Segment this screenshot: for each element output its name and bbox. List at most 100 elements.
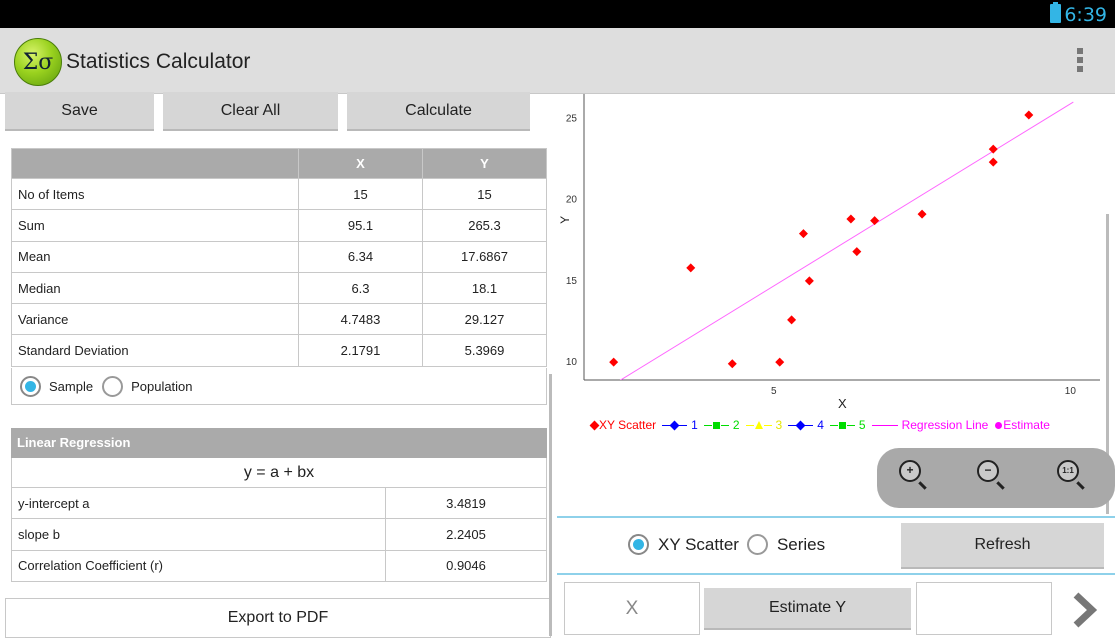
series-radio[interactable] bbox=[746, 534, 768, 555]
stats-header-x: X bbox=[298, 148, 423, 179]
row-label: Sum bbox=[11, 209, 299, 242]
y-tick-label: 25 bbox=[566, 113, 578, 124]
row-x-value: 6.3 bbox=[298, 271, 423, 305]
battery-icon bbox=[1050, 2, 1061, 23]
scatter-point bbox=[686, 263, 696, 273]
scatter-point bbox=[727, 359, 737, 369]
zoom-out-icon[interactable]: − bbox=[977, 460, 999, 482]
scatter-point bbox=[609, 357, 619, 367]
table-row: Mean 6.34 17.6867 bbox=[11, 240, 547, 273]
export-pdf-button[interactable]: Export to PDF bbox=[5, 598, 551, 638]
row-label: Median bbox=[11, 271, 299, 305]
legend-item: 2 bbox=[703, 418, 744, 432]
row-label: Mean bbox=[11, 240, 299, 273]
legend-item: 4 bbox=[788, 418, 828, 432]
sample-population-group: Sample Population bbox=[11, 368, 547, 405]
row-y-value: 265.3 bbox=[422, 209, 547, 242]
row-x-value: 15 bbox=[298, 177, 423, 211]
row-x-value: 6.34 bbox=[298, 240, 423, 273]
row-x-value: 2.1791 bbox=[298, 334, 423, 367]
legend-label: Regression Line bbox=[901, 418, 989, 432]
chart-legend: XY Scatter 1 2 3 4 5 Regression Line Estimate bbox=[589, 418, 1056, 432]
regression-equation: y = a + bx bbox=[11, 458, 547, 488]
legend-item: XY Scatter bbox=[589, 418, 660, 432]
regression-value: 2.2405 bbox=[385, 518, 547, 551]
row-y-value: 18.1 bbox=[422, 271, 547, 305]
table-row: No of Items 15 15 bbox=[11, 177, 547, 211]
clear-all-button[interactable]: Clear All bbox=[163, 92, 338, 131]
table-row: slope b 2.2405 bbox=[11, 518, 547, 551]
table-row: Variance 4.7483 29.127 bbox=[11, 303, 547, 336]
chart-scrollbar[interactable] bbox=[1106, 214, 1109, 514]
scatter-point bbox=[775, 357, 785, 367]
legend-label: 2 bbox=[732, 418, 740, 432]
xy-scatter-radio[interactable] bbox=[628, 534, 649, 555]
scatter-point bbox=[917, 209, 927, 219]
regression-label: slope b bbox=[11, 518, 386, 551]
table-row: y-intercept a 3.4819 bbox=[11, 486, 547, 520]
row-label: Standard Deviation bbox=[11, 334, 299, 367]
population-label: Population bbox=[131, 378, 193, 394]
y-output-field[interactable] bbox=[916, 582, 1052, 635]
y-tick-label: 20 bbox=[566, 195, 578, 206]
regression-label: y-intercept a bbox=[11, 486, 386, 520]
row-label: No of Items bbox=[11, 177, 299, 211]
legend-marker bbox=[995, 421, 1003, 429]
stats-header-y: Y bbox=[422, 148, 547, 179]
scatter-point bbox=[1024, 110, 1034, 120]
calculate-button[interactable]: Calculate bbox=[347, 92, 530, 131]
legend-label: XY Scatter bbox=[599, 418, 657, 432]
series-label: Series bbox=[776, 534, 826, 554]
legend-label: 3 bbox=[775, 418, 783, 432]
legend-item: 1 bbox=[662, 418, 702, 432]
regression-table: y-intercept a 3.4819 slope b 2.2405 Corr… bbox=[11, 486, 547, 582]
legend-item: Estimate bbox=[994, 418, 1054, 432]
row-y-value: 15 bbox=[422, 177, 547, 211]
row-y-value: 5.3969 bbox=[422, 334, 547, 367]
regression-label: Correlation Coefficient (r) bbox=[11, 549, 386, 582]
x-tick-label: 10 bbox=[1065, 386, 1077, 397]
sample-radio[interactable] bbox=[20, 375, 41, 397]
regression-value: 0.9046 bbox=[385, 549, 547, 582]
legend-label: 1 bbox=[691, 418, 698, 432]
scatter-point bbox=[988, 157, 998, 167]
table-row: Correlation Coefficient (r) 0.9046 bbox=[11, 549, 547, 582]
action-bar: Σσ Statistics Calculator bbox=[0, 28, 1115, 94]
legend-item: 3 bbox=[745, 418, 787, 432]
zoom-fit-icon[interactable]: 1:1 bbox=[1057, 460, 1079, 482]
scatter-point bbox=[870, 216, 880, 226]
row-label: Variance bbox=[11, 303, 299, 336]
legend-marker bbox=[754, 421, 763, 429]
left-scrollbar[interactable] bbox=[549, 374, 552, 636]
legend-label: 5 bbox=[858, 418, 866, 432]
row-x-value: 4.7483 bbox=[298, 303, 423, 336]
zoom-in-icon[interactable]: + bbox=[899, 460, 921, 482]
x-input[interactable]: X bbox=[564, 582, 700, 635]
sample-label: Sample bbox=[49, 378, 94, 394]
legend-label: Estimate bbox=[1003, 418, 1050, 432]
regression-header: Linear Regression bbox=[11, 428, 547, 458]
scatter-point bbox=[988, 144, 998, 154]
y-axis-label: Y bbox=[558, 216, 572, 224]
legend-label: 4 bbox=[817, 418, 824, 432]
legend-marker bbox=[838, 421, 846, 429]
row-x-value: 95.1 bbox=[298, 209, 423, 242]
legend-item: Regression Line bbox=[871, 418, 993, 432]
x-axis-label: X bbox=[838, 396, 847, 411]
regression-value: 3.4819 bbox=[385, 486, 547, 520]
population-radio[interactable] bbox=[102, 375, 124, 397]
scatter-point bbox=[798, 229, 808, 239]
next-arrow-icon[interactable] bbox=[1068, 592, 1104, 628]
scatter-point bbox=[787, 315, 797, 325]
save-button[interactable]: Save bbox=[5, 92, 154, 131]
table-row: Median 6.3 18.1 bbox=[11, 271, 547, 305]
estimate-y-button[interactable]: Estimate Y bbox=[704, 588, 911, 630]
regression-line bbox=[619, 101, 1074, 380]
clock: 6:39 bbox=[1064, 4, 1107, 26]
legend-marker bbox=[669, 420, 680, 430]
chart-mode-group: XY Scatter Series bbox=[628, 534, 825, 555]
row-y-value: 17.6867 bbox=[422, 240, 547, 273]
overflow-menu-icon[interactable] bbox=[1077, 48, 1085, 76]
refresh-button[interactable]: Refresh bbox=[901, 523, 1104, 569]
